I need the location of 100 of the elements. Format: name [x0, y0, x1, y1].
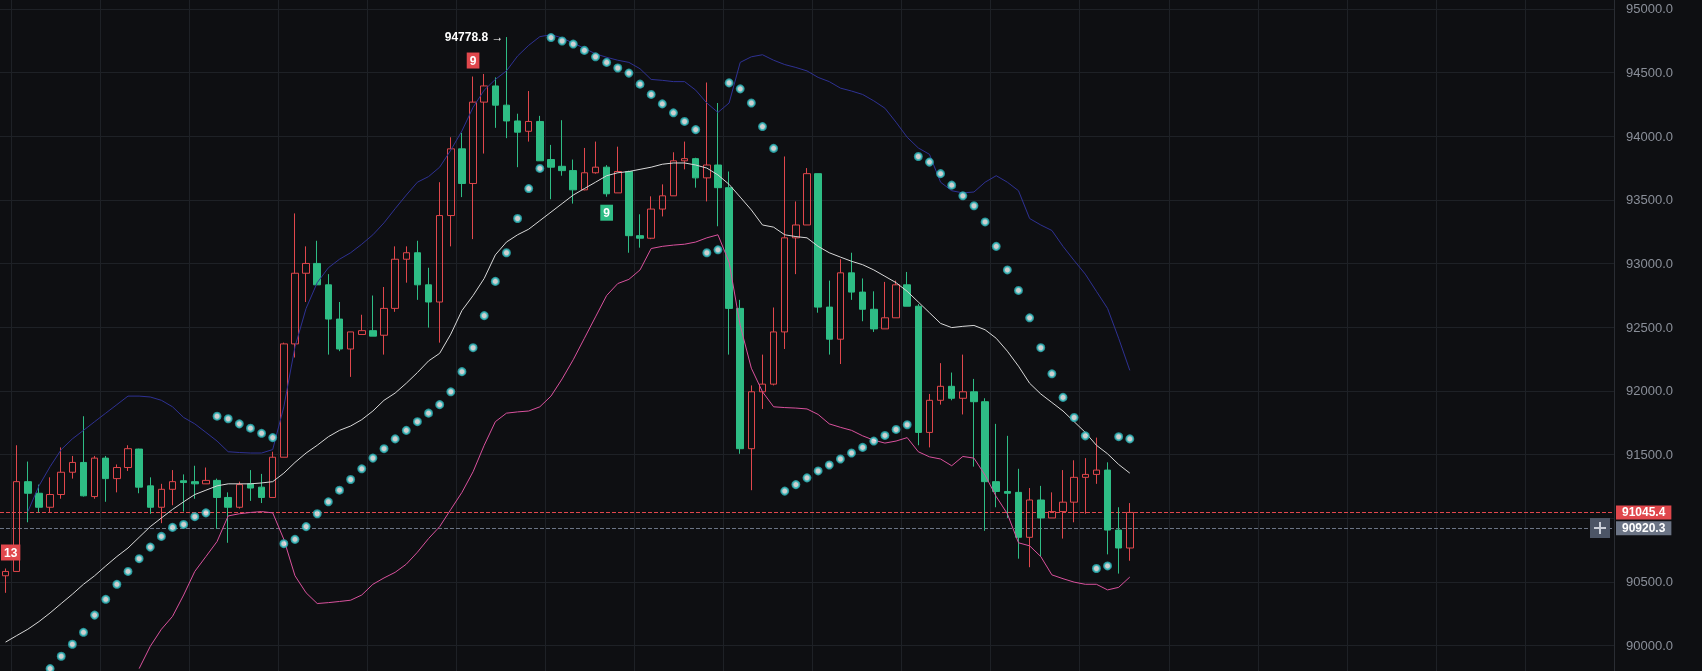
candlestick [180, 473, 187, 513]
candlestick [870, 290, 878, 333]
y-tick-label: 90000.0 [1626, 638, 1673, 654]
candlestick [525, 90, 532, 143]
candlestick [748, 384, 755, 491]
ref-line-label: 90920.3 [1622, 521, 1666, 536]
line-series [27, 34, 1131, 513]
candlestick [569, 159, 577, 205]
candlestick [347, 331, 354, 378]
candlestick [480, 73, 488, 155]
candlestick [837, 258, 844, 365]
candlestick [425, 267, 432, 329]
candlestick [848, 252, 855, 301]
candlestick [536, 115, 544, 162]
candlestick [191, 465, 199, 500]
candlestick [280, 342, 288, 458]
y-tick-label: 95000.0 [1626, 1, 1673, 17]
candlestick [826, 280, 833, 356]
candlestick [124, 444, 132, 472]
candlestick [1037, 485, 1045, 558]
candlestick [703, 82, 711, 202]
candlestick [981, 397, 989, 532]
candlestick [1015, 468, 1022, 560]
y-tick-label: 91500.0 [1626, 447, 1673, 463]
candlestick [636, 213, 644, 249]
y-tick-label: 94500.0 [1626, 65, 1673, 81]
candlestick [102, 455, 109, 503]
candlestick [358, 314, 366, 335]
candlestick [1104, 461, 1111, 555]
candlestick [547, 144, 555, 200]
candlestick [992, 423, 1000, 508]
annotation: 13 [4, 545, 18, 560]
candlestick [1093, 437, 1100, 485]
candlestick [291, 212, 299, 359]
candlestick [714, 102, 722, 227]
candlestick [670, 151, 677, 197]
candlestick [169, 469, 176, 506]
candlestick [369, 295, 377, 337]
candlestick [336, 301, 343, 352]
annotation: 94778.8 → [444, 30, 504, 45]
candlestick [69, 455, 76, 480]
candlestick [325, 273, 332, 356]
ref-line-label: 91045.4 [1622, 505, 1666, 520]
candlestick [514, 113, 521, 168]
candlestick [57, 446, 65, 500]
candlestick [247, 469, 254, 502]
y-tick-label: 93000.0 [1626, 256, 1673, 272]
candlestick [24, 461, 32, 523]
candlestick [581, 147, 588, 191]
candlestick [681, 141, 688, 170]
y-tick-label: 93500.0 [1626, 192, 1673, 208]
candlestick [403, 245, 410, 284]
candlestick [469, 76, 477, 240]
candlestick [202, 467, 210, 485]
annotation: 9 [469, 53, 477, 68]
candlestick [391, 245, 399, 313]
candlestick [147, 476, 154, 515]
candlestick [759, 354, 766, 410]
candlestick [859, 277, 866, 322]
candlestick [903, 271, 911, 307]
candlestick [915, 303, 922, 446]
candlestick [803, 167, 811, 226]
candlestick [1004, 435, 1011, 519]
candlestick [592, 141, 599, 175]
candlestick [781, 155, 788, 350]
candlestick [892, 280, 900, 319]
line-series [5, 162, 1131, 643]
candlestick [814, 173, 822, 314]
candlestick [603, 164, 610, 198]
candlestick [970, 378, 978, 468]
candlestick [692, 157, 699, 189]
y-tick-label: 90500.0 [1626, 574, 1673, 590]
candlestick [937, 362, 944, 406]
candlestick [725, 171, 733, 356]
candlestick [1115, 506, 1122, 575]
candlestick [313, 240, 321, 286]
candlestick [792, 200, 800, 275]
candlestick [736, 299, 744, 455]
candlestick [213, 478, 221, 530]
line-series [138, 234, 1131, 670]
candlestick [80, 415, 87, 498]
candlestick [770, 306, 777, 386]
candlestick [258, 473, 265, 504]
candlestick [447, 136, 455, 247]
candlestick [948, 372, 955, 401]
candlestick [2, 568, 9, 594]
candlestick [91, 455, 98, 500]
candlestick [625, 170, 633, 254]
candlestick [414, 240, 421, 301]
candlestick [436, 181, 443, 344]
y-tick-label: 92500.0 [1626, 319, 1673, 335]
candlestick [236, 481, 243, 510]
candlestick [558, 119, 566, 177]
candlestick [113, 463, 121, 493]
candlestick [380, 286, 388, 356]
candlestick [659, 183, 666, 217]
candlestick [458, 132, 466, 198]
candlestick [269, 451, 276, 498]
candlestick [614, 146, 622, 194]
candlestick [881, 281, 889, 330]
